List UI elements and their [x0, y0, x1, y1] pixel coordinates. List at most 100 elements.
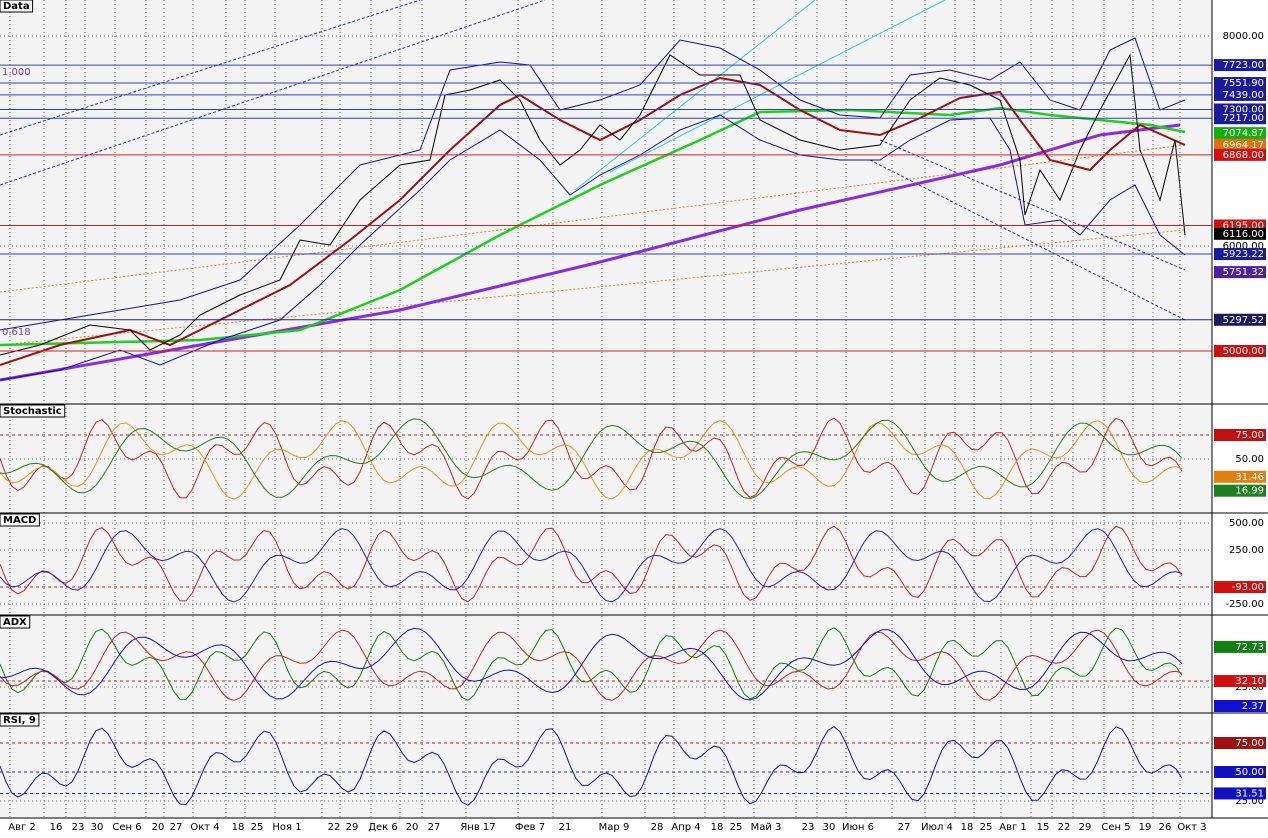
x-label: 19 — [1139, 822, 1152, 833]
price-tag-label: 7074.87 — [1223, 128, 1264, 139]
x-label: 23 — [72, 822, 85, 833]
panel-title: MACD — [3, 515, 36, 526]
x-label: Ноя 1 — [272, 822, 301, 833]
price-tag-label: -93.00 — [1232, 582, 1264, 593]
price-tag — [1214, 88, 1266, 101]
price-tag — [1214, 675, 1266, 688]
price-tag — [1214, 581, 1266, 594]
tick-label: 500.00 — [1229, 518, 1264, 529]
bollinger-upper — [0, 37, 1186, 331]
x-label: 22 — [1058, 822, 1071, 833]
trend-line — [879, 139, 1186, 271]
indicator-line — [0, 418, 1183, 500]
x-label: Авг 2 — [8, 822, 36, 833]
indicator-line — [0, 420, 1183, 500]
panel-title-bg — [0, 0, 34, 13]
price-tag — [1214, 429, 1266, 441]
x-label: 27 — [428, 822, 441, 833]
x-label: Май 3 — [751, 822, 782, 833]
x-label: 27 — [170, 822, 183, 833]
tick-label: 25.00 — [1235, 796, 1264, 807]
x-label: 29 — [346, 822, 359, 833]
x-label: 15 — [1037, 822, 1050, 833]
price-tag — [1214, 737, 1266, 749]
trend-line — [0, 144, 1186, 293]
x-label: 23 — [802, 822, 815, 833]
x-label: 20 — [152, 822, 165, 833]
ma-100 — [0, 106, 1186, 347]
price-tag-label: 5297.52 — [1223, 315, 1264, 326]
price-tag — [1214, 787, 1266, 800]
indicator-line — [0, 627, 1183, 701]
panel-title-bg — [0, 615, 31, 629]
panel-title-bg — [0, 713, 40, 727]
price-tag-label: 16.99 — [1235, 486, 1264, 497]
indicator-line — [0, 629, 1183, 701]
price-tag-label: 75.00 — [1235, 430, 1264, 441]
price-tag — [1214, 112, 1266, 125]
x-label: 25 — [730, 822, 743, 833]
tick-label: 8000.00 — [1223, 31, 1264, 42]
x-label: Авг 1 — [999, 822, 1027, 833]
panel-title: ADX — [3, 617, 27, 628]
fib-label: 0.618 — [2, 327, 31, 338]
indicator-line — [0, 528, 1183, 603]
price-tag-label: 6116.00 — [1223, 229, 1264, 240]
plot-bg — [0, 0, 1212, 818]
fib-label: 1.000 — [2, 67, 31, 78]
x-label: 28 — [651, 822, 664, 833]
price-tag-label: 5000.00 — [1223, 346, 1264, 357]
price-tag — [1214, 484, 1266, 497]
tick-label: 25.00 — [1235, 682, 1264, 693]
trend-line — [869, 159, 1186, 321]
tick-label: 6000.00 — [1223, 241, 1264, 252]
x-label: 18 — [961, 822, 974, 833]
tick-label: -250.00 — [1225, 599, 1264, 610]
tick-label: 250.00 — [1229, 545, 1264, 556]
price-tag — [1214, 227, 1266, 240]
trend-line — [0, 0, 421, 136]
x-label: Апр 4 — [671, 822, 700, 833]
price-tag — [1214, 248, 1266, 261]
price-bars — [0, 53, 1186, 356]
price-tag — [1214, 766, 1266, 778]
price-tag-label: 7217.00 — [1223, 113, 1264, 124]
price-tag — [1214, 127, 1266, 140]
price-tag-label: 72.73 — [1235, 642, 1264, 653]
x-label: 30 — [91, 822, 104, 833]
bollinger-lower — [0, 114, 1186, 381]
panel-title: Stochastic — [3, 406, 62, 417]
trend-line — [609, 0, 946, 173]
price-tag-label: 50.00 — [1235, 767, 1264, 778]
price-tag — [1214, 470, 1266, 483]
price-tag — [1214, 59, 1266, 72]
panel-title: RSI, 9 — [3, 715, 36, 726]
price-tag — [1214, 640, 1266, 653]
price-tag — [1214, 700, 1266, 713]
x-label: 22 — [328, 822, 341, 833]
price-tag-label: 31.46 — [1235, 472, 1264, 483]
trend-line — [0, 229, 1186, 346]
trend-line — [0, 0, 546, 186]
x-label: 20 — [406, 822, 419, 833]
x-label: 18 — [232, 822, 245, 833]
price-tag — [1214, 345, 1266, 357]
price-tag-label: 2.37 — [1242, 701, 1264, 712]
price-tag-label: 6964.17 — [1223, 140, 1264, 151]
price-tag-label: 32.10 — [1235, 676, 1264, 687]
x-label: Мар 9 — [599, 822, 630, 833]
price-tag-label: 7300.00 — [1223, 105, 1264, 116]
price-tag-label: 7439.00 — [1223, 90, 1264, 101]
x-label: 27 — [898, 822, 911, 833]
price-tag — [1214, 266, 1266, 279]
price-tag-label: 7723.00 — [1223, 60, 1264, 71]
x-label: 16 — [50, 822, 63, 833]
x-label: 25 — [980, 822, 993, 833]
x-label: Фев 7 — [515, 822, 545, 833]
price-tag-label: 75.00 — [1235, 738, 1264, 749]
x-label: 30 — [823, 822, 836, 833]
x-label: Окт 4 — [190, 822, 219, 833]
indicator-line — [0, 726, 1183, 806]
